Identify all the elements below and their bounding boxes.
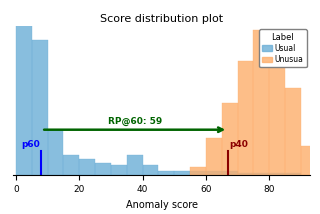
Bar	[190, 167, 206, 175]
Bar	[48, 130, 63, 175]
Bar	[143, 165, 158, 175]
Bar	[222, 171, 237, 175]
Bar	[301, 146, 317, 175]
Text: p60: p60	[21, 140, 40, 149]
Bar	[63, 155, 79, 175]
Legend: Usual, Unusua: Usual, Unusua	[260, 30, 307, 67]
Text: RP@60: 59: RP@60: 59	[108, 116, 162, 126]
Text: p40: p40	[230, 140, 249, 149]
Bar	[95, 163, 111, 175]
Bar	[127, 155, 143, 175]
Bar	[111, 165, 127, 175]
Bar	[206, 138, 222, 175]
Bar	[206, 171, 222, 175]
Bar	[222, 103, 237, 175]
Bar	[253, 30, 269, 175]
Bar	[190, 171, 206, 175]
X-axis label: Anomaly score: Anomaly score	[125, 200, 198, 210]
Bar	[16, 0, 32, 175]
Bar	[32, 40, 48, 175]
Bar	[237, 61, 253, 175]
Bar	[269, 61, 285, 175]
Bar	[79, 159, 95, 175]
Bar	[285, 173, 301, 175]
Bar	[174, 171, 190, 175]
Bar	[158, 171, 174, 175]
Bar	[269, 173, 285, 175]
Bar	[237, 173, 253, 175]
Bar	[253, 173, 269, 175]
Bar	[285, 88, 301, 175]
Title: Score distribution plot: Score distribution plot	[100, 13, 223, 24]
